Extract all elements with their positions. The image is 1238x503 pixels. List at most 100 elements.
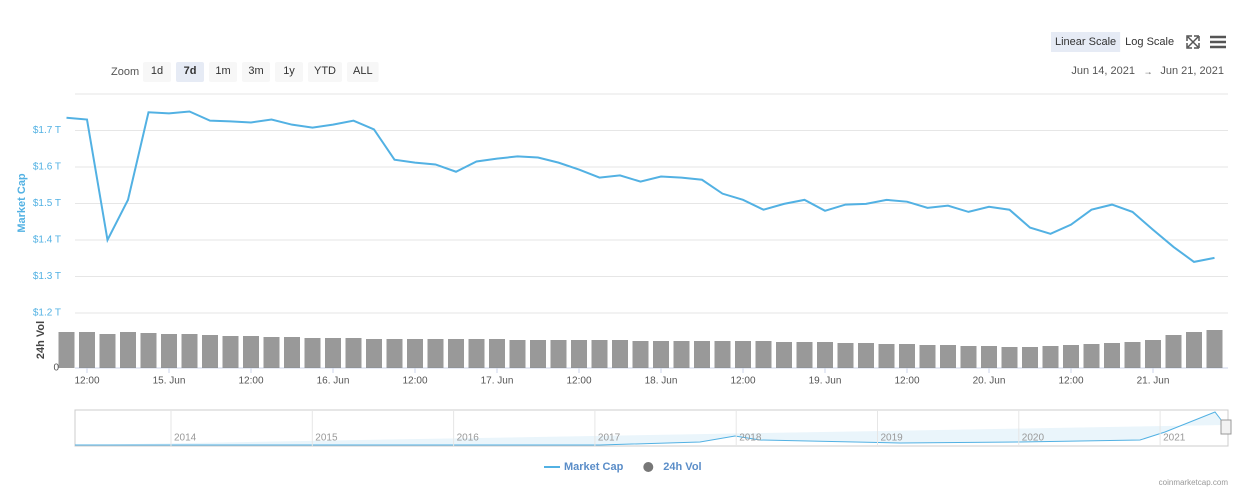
y-tick-label: $1.3 T [33,271,61,282]
volume-bar [58,332,75,368]
volume-bar [735,341,751,368]
volume-bar [837,343,854,368]
market-cap-line [66,110,1215,263]
zoom-button-label[interactable]: 1m [215,65,230,77]
zoom-button[interactable] [347,62,379,82]
volume-bar [591,340,608,368]
volume-bar [571,340,587,368]
zoom-button-label[interactable]: 1d [151,65,163,77]
y2-tick-label: 0 [53,363,59,374]
zoom-button-label[interactable]: 3m [248,65,263,77]
volume-bar [284,337,300,368]
volume-bar [1165,335,1182,368]
zoom-button[interactable] [275,62,303,82]
volume-bar [858,343,874,368]
volume-bar [181,334,198,368]
volume-bar [366,339,382,368]
x-tick-label: 12:00 [730,376,755,387]
range-to: Jun 21, 2021 [1160,65,1224,77]
volume-bar [202,335,218,368]
volume-bar [345,338,362,368]
zoom-button[interactable] [242,62,270,82]
range-separator: → [1144,66,1153,76]
volume-bar [325,338,341,368]
volume-bar [509,340,526,368]
volume-bar [448,339,464,368]
volume-bar [1145,340,1161,368]
x-tick-label: 17. Jun [481,376,514,387]
scale-button[interactable] [1121,32,1179,52]
fullscreen-icon[interactable] [1186,35,1200,49]
x-tick-label: 12:00 [402,376,427,387]
navigator-label: 2021 [1163,433,1186,444]
volume-bar [140,333,157,368]
y-tick-label: $1.2 T [33,308,61,319]
volume-bar [550,340,567,368]
volume-bar [919,345,936,368]
x-tick-label: 12:00 [74,376,99,387]
navigator-label: 2017 [598,433,621,444]
navigator-label: 2018 [739,433,762,444]
navigator-label: 2014 [174,433,197,444]
x-tick-label: 12:00 [238,376,263,387]
volume-bar [714,341,731,368]
volume-bar [386,339,403,368]
zoom-button[interactable] [209,62,237,82]
volume-bar [673,341,690,368]
volume-bar [796,342,813,368]
volume-bar [243,336,259,368]
credit[interactable]: coinmarketcap.com [1159,478,1229,487]
navigator-label: 2019 [881,433,904,444]
volume-bar [899,344,915,368]
navigator-line [75,411,1226,446]
x-tick-label: 15. Jun [153,376,186,387]
zoom-button[interactable] [143,62,171,82]
volume-bar [427,339,444,368]
x-tick-label: 12:00 [894,376,919,387]
volume-bar [1001,347,1018,368]
menu-icon[interactable] [1210,35,1226,49]
volume-bar [1083,344,1100,368]
volume-bar [468,339,485,368]
volume-bar [981,346,997,368]
volume-bar [612,340,628,368]
y2-axis-label: 24h Vol [35,321,47,359]
x-tick-label: 18. Jun [645,376,678,387]
zoom-button-label[interactable]: YTD [314,65,336,77]
scale-button-label[interactable]: Linear Scale [1055,36,1116,48]
navigator-label: 2015 [315,433,338,444]
volume-bar [1206,330,1223,368]
volume-bar [817,342,833,368]
volume-bar [694,341,710,368]
y-axis-label: Market Cap [16,173,28,233]
x-tick-label: 12:00 [1058,376,1083,387]
volume-bar [878,344,895,368]
zoom-button-label[interactable]: ALL [353,65,373,77]
scale-button[interactable] [1051,32,1121,52]
x-tick-label: 16. Jun [317,376,350,387]
volume-bar [120,332,136,368]
zoom-button-label[interactable]: 7d [184,65,197,77]
legend-label[interactable]: 24h Vol [663,461,701,473]
volume-bar [1022,347,1038,368]
zoom-button-label[interactable]: 1y [283,65,295,77]
volume-bar [530,340,546,368]
volume-bar [632,341,649,368]
legend-label[interactable]: Market Cap [564,461,624,473]
x-tick-label: 20. Jun [973,376,1006,387]
navigator-handle[interactable] [1220,419,1232,435]
volume-bar [489,339,505,368]
zoom-button[interactable] [308,62,342,82]
volume-bar [407,339,423,368]
volume-bar [222,336,239,368]
volume-bar [1063,345,1079,368]
y-tick-label: $1.4 T [33,235,61,246]
zoom-button[interactable] [176,62,204,82]
x-tick-label: 12:00 [566,376,591,387]
navigator-label: 2016 [457,433,480,444]
volume-bar [1042,346,1059,368]
legend-swatch [643,462,654,472]
volume-bar [960,346,977,368]
scale-button-label[interactable]: Log Scale [1125,36,1174,48]
y-tick-label: $1.5 T [33,198,61,209]
